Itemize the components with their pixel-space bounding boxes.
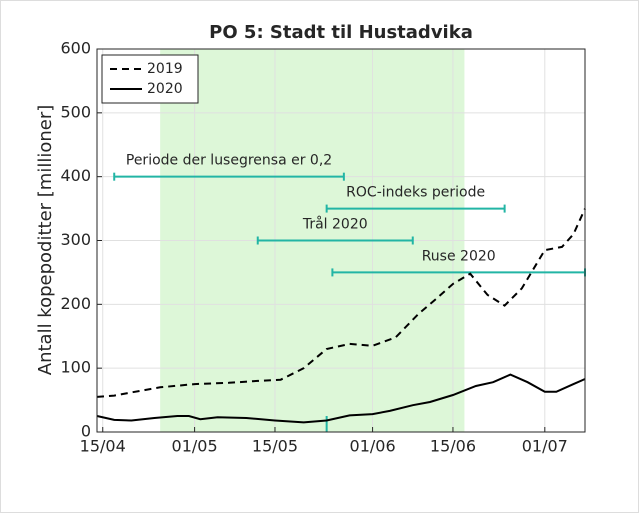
y-tick-label: 200	[60, 294, 91, 313]
annotation-text: Periode der lusegrensa er 0,2	[126, 153, 332, 169]
x-tick-label: 15/06	[430, 437, 476, 456]
y-tick-label: 100	[60, 358, 91, 377]
x-tick-label: 01/05	[172, 437, 218, 456]
legend-box	[101, 54, 199, 104]
annotation-text: Trål 2020	[302, 216, 368, 233]
x-tick-label: 01/06	[350, 437, 396, 456]
legend-label: 2020	[147, 81, 183, 97]
annotation-text: ROC-indeks periode	[346, 185, 485, 201]
y-tick-label: 500	[60, 102, 91, 121]
y-tick-label: 600	[60, 39, 91, 58]
plot-frame	[96, 48, 586, 433]
y-axis-label: Antall kopepoditter [millioner]	[35, 105, 56, 375]
y-tick-label: 400	[60, 166, 91, 185]
y-tick-label: 300	[60, 230, 91, 249]
x-tick-label: 15/05	[252, 437, 298, 456]
x-tick-label: 01/07	[522, 437, 568, 456]
series-line	[96, 373, 586, 424]
legend-label: 2019	[147, 61, 183, 77]
x-tick-label: 15/04	[80, 437, 126, 456]
annotation-text: Ruse 2020	[422, 248, 496, 264]
chart-title: PO 5: Stadt til Hustadvika	[209, 22, 473, 43]
y-tick-label: 0	[81, 422, 91, 441]
